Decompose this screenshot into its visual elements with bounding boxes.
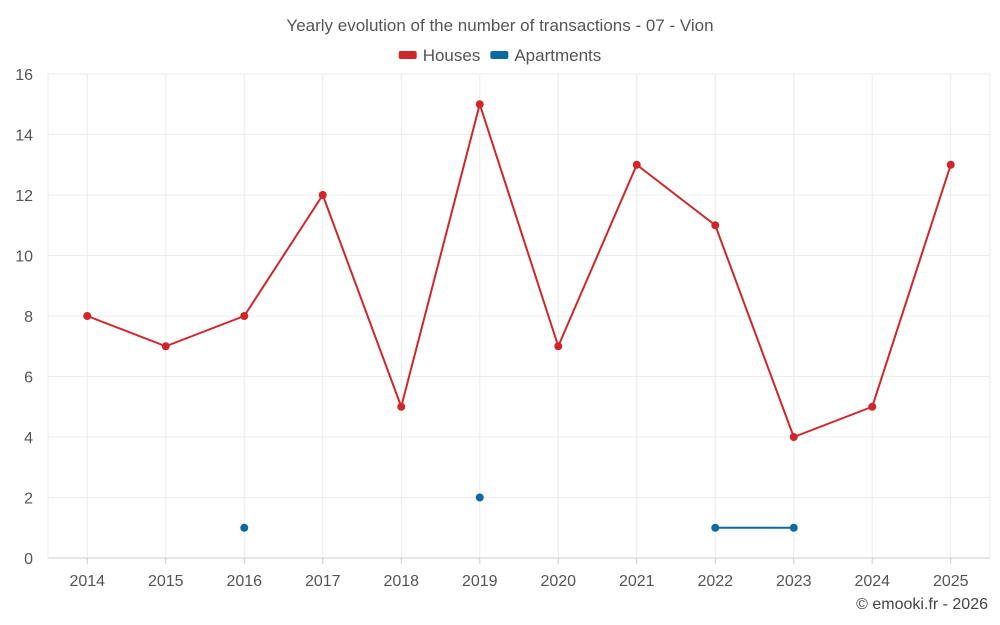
chart-title: Yearly evolution of the number of transa…: [286, 16, 713, 35]
legend-label-apartments: Apartments: [514, 46, 601, 65]
legend-swatch-houses: [398, 51, 417, 59]
x-tick-label-2018: 2018: [383, 573, 419, 590]
x-tick-label-2024: 2024: [854, 573, 890, 590]
point-houses-2021[interactable]: [632, 160, 641, 169]
legend-item-houses[interactable]: Houses: [398, 46, 481, 65]
y-tick-label-2: 4: [24, 430, 33, 447]
x-axis: 2014 2015 2016 2017 2018 2019 2020 2021 2022 2023…: [48, 557, 990, 590]
point-houses-2020[interactable]: [554, 342, 563, 351]
legend-label-houses: Houses: [423, 46, 481, 65]
series-houses: [83, 100, 955, 441]
point-apartments-2019[interactable]: [475, 493, 484, 502]
grid: [47, 73, 991, 558]
y-tick-label-8: 16: [15, 67, 33, 84]
point-houses-2015[interactable]: [161, 342, 170, 351]
y-axis: 0 2 4 6 8 10 12 14 16: [15, 67, 33, 568]
point-houses-2019[interactable]: [475, 100, 484, 109]
x-tick-label-2025: 2025: [933, 573, 969, 590]
y-tick-label-1: 2: [24, 491, 33, 508]
point-apartments-2023[interactable]: [789, 523, 798, 532]
point-houses-2024[interactable]: [868, 402, 877, 411]
x-tick-label-2014: 2014: [69, 573, 105, 590]
point-houses-2022[interactable]: [711, 221, 720, 230]
point-apartments-2016[interactable]: [240, 523, 249, 532]
legend: Houses Apartments: [398, 46, 601, 65]
point-houses-2017[interactable]: [318, 191, 327, 199]
x-tick-label-2015: 2015: [148, 573, 184, 590]
series-apartments: [240, 493, 798, 532]
x-tick-label-2021: 2021: [619, 573, 655, 590]
legend-item-apartments[interactable]: Apartments: [490, 46, 601, 65]
x-tick-label-2022: 2022: [697, 573, 733, 590]
series: [83, 100, 955, 532]
y-tick-label-6: 12: [15, 188, 33, 205]
point-houses-2014[interactable]: [83, 312, 92, 320]
x-tick-label-2017: 2017: [305, 573, 341, 590]
point-houses-2025[interactable]: [946, 160, 955, 169]
x-tick-label-2016: 2016: [226, 573, 262, 590]
y-tick-label-4: 8: [24, 309, 33, 326]
point-apartments-2022[interactable]: [711, 523, 720, 532]
credit-text: © emooki.fr - 2026: [856, 596, 988, 613]
point-houses-2018[interactable]: [397, 402, 406, 411]
x-tick-label-2020: 2020: [540, 573, 576, 590]
y-tick-label-7: 14: [15, 128, 33, 145]
x-tick-label-2023: 2023: [776, 573, 812, 590]
point-houses-2016[interactable]: [240, 312, 249, 320]
y-tick-label-0: 0: [24, 551, 33, 568]
x-tick-label-2019: 2019: [462, 573, 498, 590]
y-tick-label-3: 6: [24, 370, 33, 387]
point-houses-2023[interactable]: [789, 433, 798, 441]
y-tick-label-5: 10: [15, 249, 33, 266]
legend-swatch-apartments: [490, 51, 509, 59]
series-line-houses-0: [86, 103, 952, 438]
